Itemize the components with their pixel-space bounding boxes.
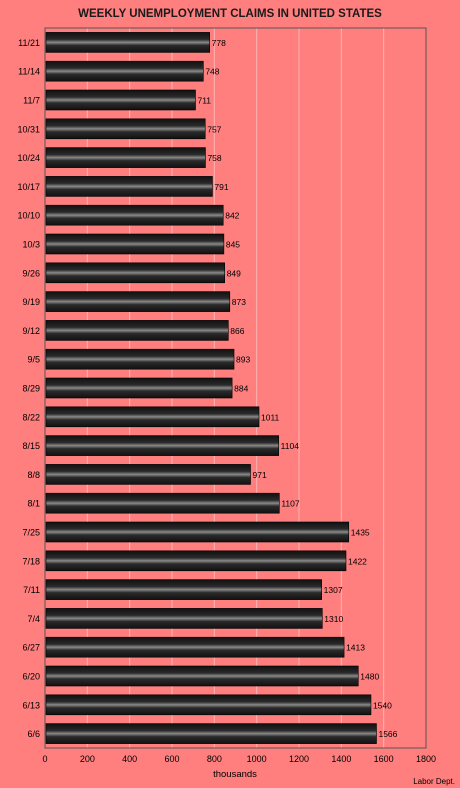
y-tick-label: 8/1 xyxy=(27,499,40,509)
data-label: 842 xyxy=(225,211,239,221)
y-tick-label: 6/6 xyxy=(27,729,40,739)
bar xyxy=(45,665,359,687)
bar xyxy=(45,521,350,543)
bar xyxy=(45,694,372,716)
data-label: 1107 xyxy=(281,499,300,509)
y-tick-label: 8/22 xyxy=(22,412,40,422)
y-tick-label: 8/8 xyxy=(27,470,40,480)
bar xyxy=(45,89,196,111)
x-tick-label: 1600 xyxy=(374,754,394,764)
data-label: 1422 xyxy=(348,556,367,566)
x-tick-label: 400 xyxy=(122,754,137,764)
data-label: 893 xyxy=(236,355,250,365)
y-tick-label: 9/12 xyxy=(22,326,40,336)
bar xyxy=(45,435,279,456)
x-tick-label: 600 xyxy=(164,754,179,764)
x-tick-label: 0 xyxy=(42,754,47,764)
bar xyxy=(45,579,322,600)
bar xyxy=(45,320,229,341)
source-note: Labor Dept. xyxy=(413,777,455,786)
x-tick-label: 1800 xyxy=(416,754,436,764)
bar xyxy=(45,406,260,428)
y-tick-label: 11/7 xyxy=(23,96,40,106)
bar xyxy=(45,147,206,168)
data-label: 849 xyxy=(227,268,241,278)
y-tick-label: 10/10 xyxy=(17,211,40,221)
y-tick-label: 7/25 xyxy=(22,528,40,538)
data-label: 778 xyxy=(212,38,226,48)
bar xyxy=(45,32,210,53)
data-label: 866 xyxy=(230,326,244,336)
data-label: 1480 xyxy=(360,672,379,682)
bar xyxy=(45,291,231,312)
data-label: 711 xyxy=(197,96,211,106)
bar xyxy=(45,492,280,514)
y-tick-label: 7/18 xyxy=(22,556,40,566)
x-tick-label: 800 xyxy=(207,754,222,764)
bars: 778 748 711 757 758 791 842 845 849 873 866 893 884 1… xyxy=(45,32,398,744)
data-label: 1310 xyxy=(324,614,343,624)
y-tick-label: 11/21 xyxy=(18,38,40,48)
y-tick-label: 9/5 xyxy=(27,355,40,365)
y-tick-label: 10/31 xyxy=(17,124,40,134)
data-label: 1540 xyxy=(373,700,392,710)
data-label: 1413 xyxy=(346,643,365,653)
bar xyxy=(45,60,204,82)
data-label: 884 xyxy=(234,384,248,394)
bar xyxy=(45,233,225,255)
y-axis-labels: 11/21 11/14 11/7 10/31 10/24 10/17 10/10 10/3 9/… xyxy=(17,38,40,739)
data-label: 1307 xyxy=(324,585,343,595)
bar xyxy=(45,723,377,744)
y-tick-label: 10/3 xyxy=(22,240,40,250)
data-label: 791 xyxy=(214,182,228,192)
bar xyxy=(45,348,235,370)
y-tick-label: 7/4 xyxy=(27,614,40,624)
bar xyxy=(45,204,224,226)
data-label: 757 xyxy=(207,124,221,134)
bar xyxy=(45,464,251,485)
data-label: 1011 xyxy=(261,412,280,422)
x-axis-label: thousands xyxy=(213,769,257,780)
data-label: 748 xyxy=(205,67,219,77)
y-tick-label: 9/19 xyxy=(22,297,40,307)
y-tick-label: 7/11 xyxy=(23,585,40,595)
y-tick-label: 6/27 xyxy=(22,643,40,653)
x-tick-label: 200 xyxy=(80,754,95,764)
x-tick-label: 1400 xyxy=(331,754,351,764)
y-tick-label: 6/20 xyxy=(22,672,40,682)
x-tick-label: 1000 xyxy=(247,754,267,764)
data-label: 1566 xyxy=(378,729,397,739)
bar xyxy=(45,608,323,629)
bar xyxy=(45,377,233,399)
plot-frame xyxy=(44,27,427,749)
x-axis-ticks: 0 200 400 600 800 1000 1200 1400 1600 1800 xyxy=(42,754,436,764)
y-tick-label: 11/14 xyxy=(18,67,40,77)
data-label: 758 xyxy=(207,153,221,163)
data-label: 1104 xyxy=(281,441,300,451)
bar xyxy=(45,550,347,572)
data-label: 873 xyxy=(232,297,246,307)
bar xyxy=(45,262,226,284)
y-tick-label: 10/24 xyxy=(17,153,40,163)
chart-title: WEEKLY UNEMPLOYMENT CLAIMS IN UNITED STA… xyxy=(78,8,382,20)
data-label: 971 xyxy=(253,470,267,480)
data-label: 845 xyxy=(226,240,240,250)
bar xyxy=(45,118,206,140)
bar xyxy=(45,176,213,197)
y-tick-label: 9/26 xyxy=(22,268,40,278)
x-tick-label: 1200 xyxy=(289,754,309,764)
y-tick-label: 10/17 xyxy=(17,182,40,192)
y-tick-label: 8/15 xyxy=(22,441,40,451)
bar xyxy=(45,636,345,658)
y-tick-label: 6/13 xyxy=(22,700,40,710)
y-tick-label: 8/29 xyxy=(22,384,40,394)
data-label: 1435 xyxy=(351,528,370,538)
